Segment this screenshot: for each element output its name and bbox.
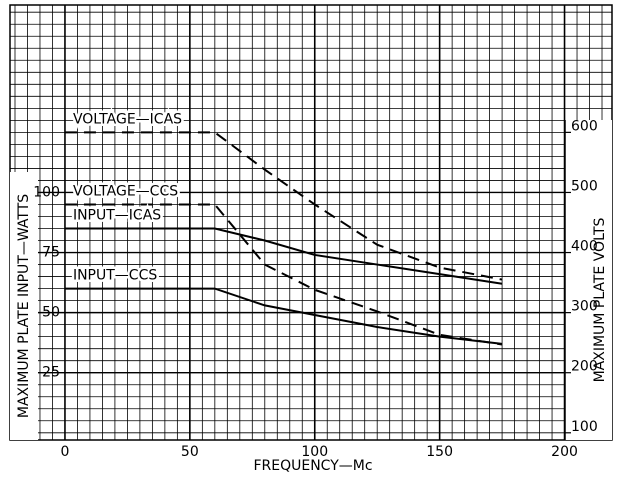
x-axis-label: FREQUENCY—Mc [253,458,372,474]
y2-tick-label: 200 [571,359,598,375]
x-tick-label: 200 [551,444,578,460]
y-axis-label: MAXIMUM PLATE INPUT—WATTS [16,194,32,418]
series-label: VOLTAGE—CCS [73,183,178,199]
y2-tick-label: 100 [571,419,598,435]
y-tick-label: 25 [42,365,60,381]
x-tick-label: 150 [426,444,453,460]
series-line [64,287,503,345]
y-tick-label: 100 [33,184,60,200]
y2-label-box [565,120,612,440]
y-label-box [10,172,38,440]
series-line [64,227,503,285]
y2-tick-label: 300 [571,299,598,315]
y-tick-label: 75 [42,245,60,261]
y2-axis-label: MAXIMUM PLATE VOLTS [592,217,608,382]
series-label: VOLTAGE—ICAS [73,111,182,127]
x-tick-label: 100 [301,444,328,460]
series-line [64,131,503,281]
series-label: INPUT—ICAS [73,208,161,224]
y-tick-label: 50 [42,305,60,321]
y2-tick-label: 600 [571,118,598,134]
series-label: INPUT—CCS [73,268,157,284]
y2-tick-label: 400 [571,239,598,255]
y2-tick-label: 500 [571,178,598,194]
x-tick-label: 0 [60,444,69,460]
x-tick-label: 50 [181,444,199,460]
